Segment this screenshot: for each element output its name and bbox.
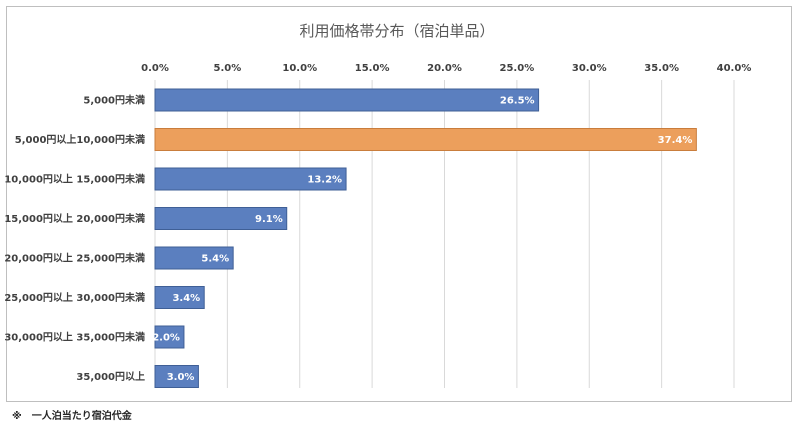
chart-frame [6, 6, 792, 402]
bar [154, 167, 347, 191]
data-label: 9.1% [255, 214, 283, 225]
bar [154, 365, 199, 388]
category-label: 25,000円以上 30,000円未満 [4, 291, 145, 304]
category-label: 5,000円以上10,000円未満 [15, 133, 145, 146]
bar [154, 246, 234, 270]
category-label: 30,000円以上 35,000円未満 [4, 331, 145, 344]
bars [154, 88, 697, 388]
chart-title: 利用価格帯分布（宿泊単品） [299, 22, 494, 40]
x-tick-label: 40.0% [717, 63, 752, 74]
x-tick-label: 15.0% [355, 63, 390, 74]
category-label: 10,000円以上 15,000円未満 [4, 173, 145, 186]
x-tick-label: 20.0% [427, 63, 462, 74]
category-label: 35,000円以上 [76, 370, 145, 383]
x-tick-label: 10.0% [282, 63, 317, 74]
category-labels: 5,000円未満 5,000円以上10,000円未満 10,000円以上 15,00… [4, 94, 145, 384]
data-label: 3.4% [172, 293, 200, 304]
bar [154, 325, 185, 349]
bar [154, 88, 540, 112]
bar [154, 207, 288, 230]
x-tick-label: 30.0% [572, 63, 607, 74]
data-label: 5.4% [201, 254, 229, 265]
x-axis-ticks: 0.0% 5.0% 10.0% 15.0% 20.0% 25.0% 30.0% 35.0% 40… [141, 63, 751, 74]
bar [154, 128, 697, 151]
x-tick-label: 25.0% [500, 63, 535, 74]
data-label: 26.5% [500, 96, 535, 107]
data-label: 3.0% [167, 372, 195, 383]
footnote: ※ 一人泊当たり宿泊代金 [12, 411, 132, 422]
data-label: 2.0% [152, 333, 180, 344]
data-label: 13.2% [307, 175, 342, 186]
x-tick-label: 35.0% [644, 63, 679, 74]
bar [154, 286, 205, 309]
x-tick-label: 0.0% [141, 63, 169, 74]
grid-lines [154, 80, 735, 388]
category-label: 20,000円以上 25,000円未満 [4, 252, 145, 265]
x-tick-label: 5.0% [214, 63, 242, 74]
data-label: 37.4% [658, 135, 693, 146]
category-label: 5,000円未満 [83, 94, 145, 107]
data-labels: 26.5% 37.4% 13.2% 9.1% 5.4% 3.4% 2.0% 3.0% [152, 96, 692, 384]
category-label: 15,000円以上 20,000円未満 [4, 212, 145, 225]
